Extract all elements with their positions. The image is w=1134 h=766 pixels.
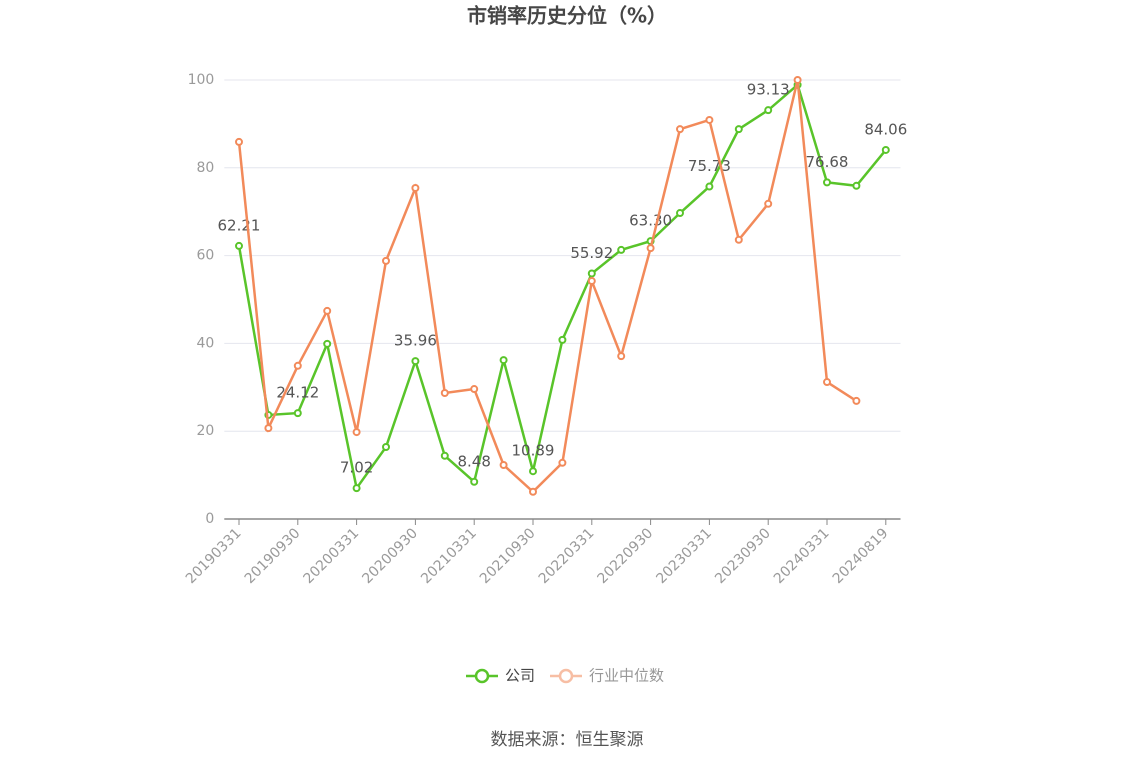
data-point (440, 451, 449, 460)
value-label: 10.89 (512, 442, 555, 460)
value-label: 55.92 (570, 244, 613, 262)
data-point (823, 378, 831, 387)
data-point (646, 244, 655, 253)
value-label: 75.73 (688, 157, 731, 175)
data-point (264, 424, 273, 433)
x-tick-label: 20200930 (359, 525, 421, 587)
value-label: 93.13 (747, 81, 790, 99)
data-point (323, 306, 332, 315)
x-tick-label: 20190331 (183, 525, 245, 587)
legend-label: 行业中位数 (589, 667, 664, 685)
data-point (293, 409, 302, 418)
data-point (382, 443, 390, 452)
value-label: 84.06 (864, 120, 907, 138)
y-tick-label: 60 (196, 248, 214, 264)
value-label: 63.30 (629, 212, 672, 230)
data-point (470, 385, 479, 394)
data-point (764, 106, 773, 115)
y-tick-label: 40 (196, 335, 214, 351)
value-label: 8.48 (457, 452, 490, 470)
legend-marker (474, 668, 490, 684)
value-label: 7.02 (340, 459, 373, 477)
data-point (676, 209, 684, 218)
y-tick-label: 100 (188, 72, 215, 88)
legend-item: 行业中位数 (550, 667, 664, 685)
data-point (235, 137, 243, 146)
data-point (323, 339, 332, 348)
data-point (558, 458, 567, 467)
y-tick-label: 0 (205, 511, 214, 527)
data-point (734, 235, 743, 244)
data-point (440, 389, 449, 398)
x-tick-label: 20230930 (712, 525, 774, 587)
x-tick-label: 20240819 (830, 525, 892, 587)
chart-title: 市销率历史分位（%） (467, 4, 667, 28)
data-point (352, 484, 361, 493)
data-point (881, 145, 890, 154)
data-point (705, 182, 714, 191)
data-point (764, 199, 773, 208)
data-point (852, 396, 861, 405)
x-tick-label: 20200331 (301, 525, 363, 587)
x-tick-label: 20210331 (418, 525, 480, 587)
data-point (352, 428, 361, 437)
series-line (237, 79, 858, 494)
data-point (823, 178, 831, 187)
y-tick-label: 20 (196, 423, 214, 439)
series-line (237, 82, 887, 492)
data-point (293, 361, 302, 370)
x-tick-label: 20190930 (242, 525, 304, 587)
data-point (676, 125, 684, 134)
data-point (617, 245, 626, 254)
data-point (529, 487, 537, 496)
data-point (411, 183, 420, 192)
data-point (382, 256, 390, 265)
value-label: 76.68 (806, 153, 849, 171)
x-tick-label: 20220930 (595, 525, 657, 587)
x-tick-label: 20210930 (477, 525, 539, 587)
legend-item: 公司 (466, 667, 535, 685)
value-label: 35.96 (394, 332, 437, 350)
x-tick-label: 20220331 (536, 525, 598, 587)
data-point (617, 352, 626, 361)
data-point (793, 76, 802, 84)
x-tick-label: 20240331 (771, 525, 833, 587)
data-point (470, 477, 479, 486)
legend-marker (558, 668, 574, 684)
legend-label: 公司 (505, 667, 535, 685)
data-point (529, 467, 537, 476)
data-point (852, 181, 861, 190)
data-point (587, 277, 596, 286)
y-tick-label: 80 (196, 160, 214, 176)
data-point (705, 115, 714, 124)
data-point (499, 461, 508, 470)
source-note: 数据来源：恒生聚源 (491, 730, 644, 750)
data-point (734, 125, 743, 134)
data-point (587, 269, 596, 278)
data-point (411, 357, 420, 366)
data-point (499, 356, 508, 365)
data-point (235, 241, 243, 250)
value-label: 62.21 (218, 216, 261, 234)
x-tick-label: 20230331 (653, 525, 715, 587)
data-point (558, 335, 567, 344)
